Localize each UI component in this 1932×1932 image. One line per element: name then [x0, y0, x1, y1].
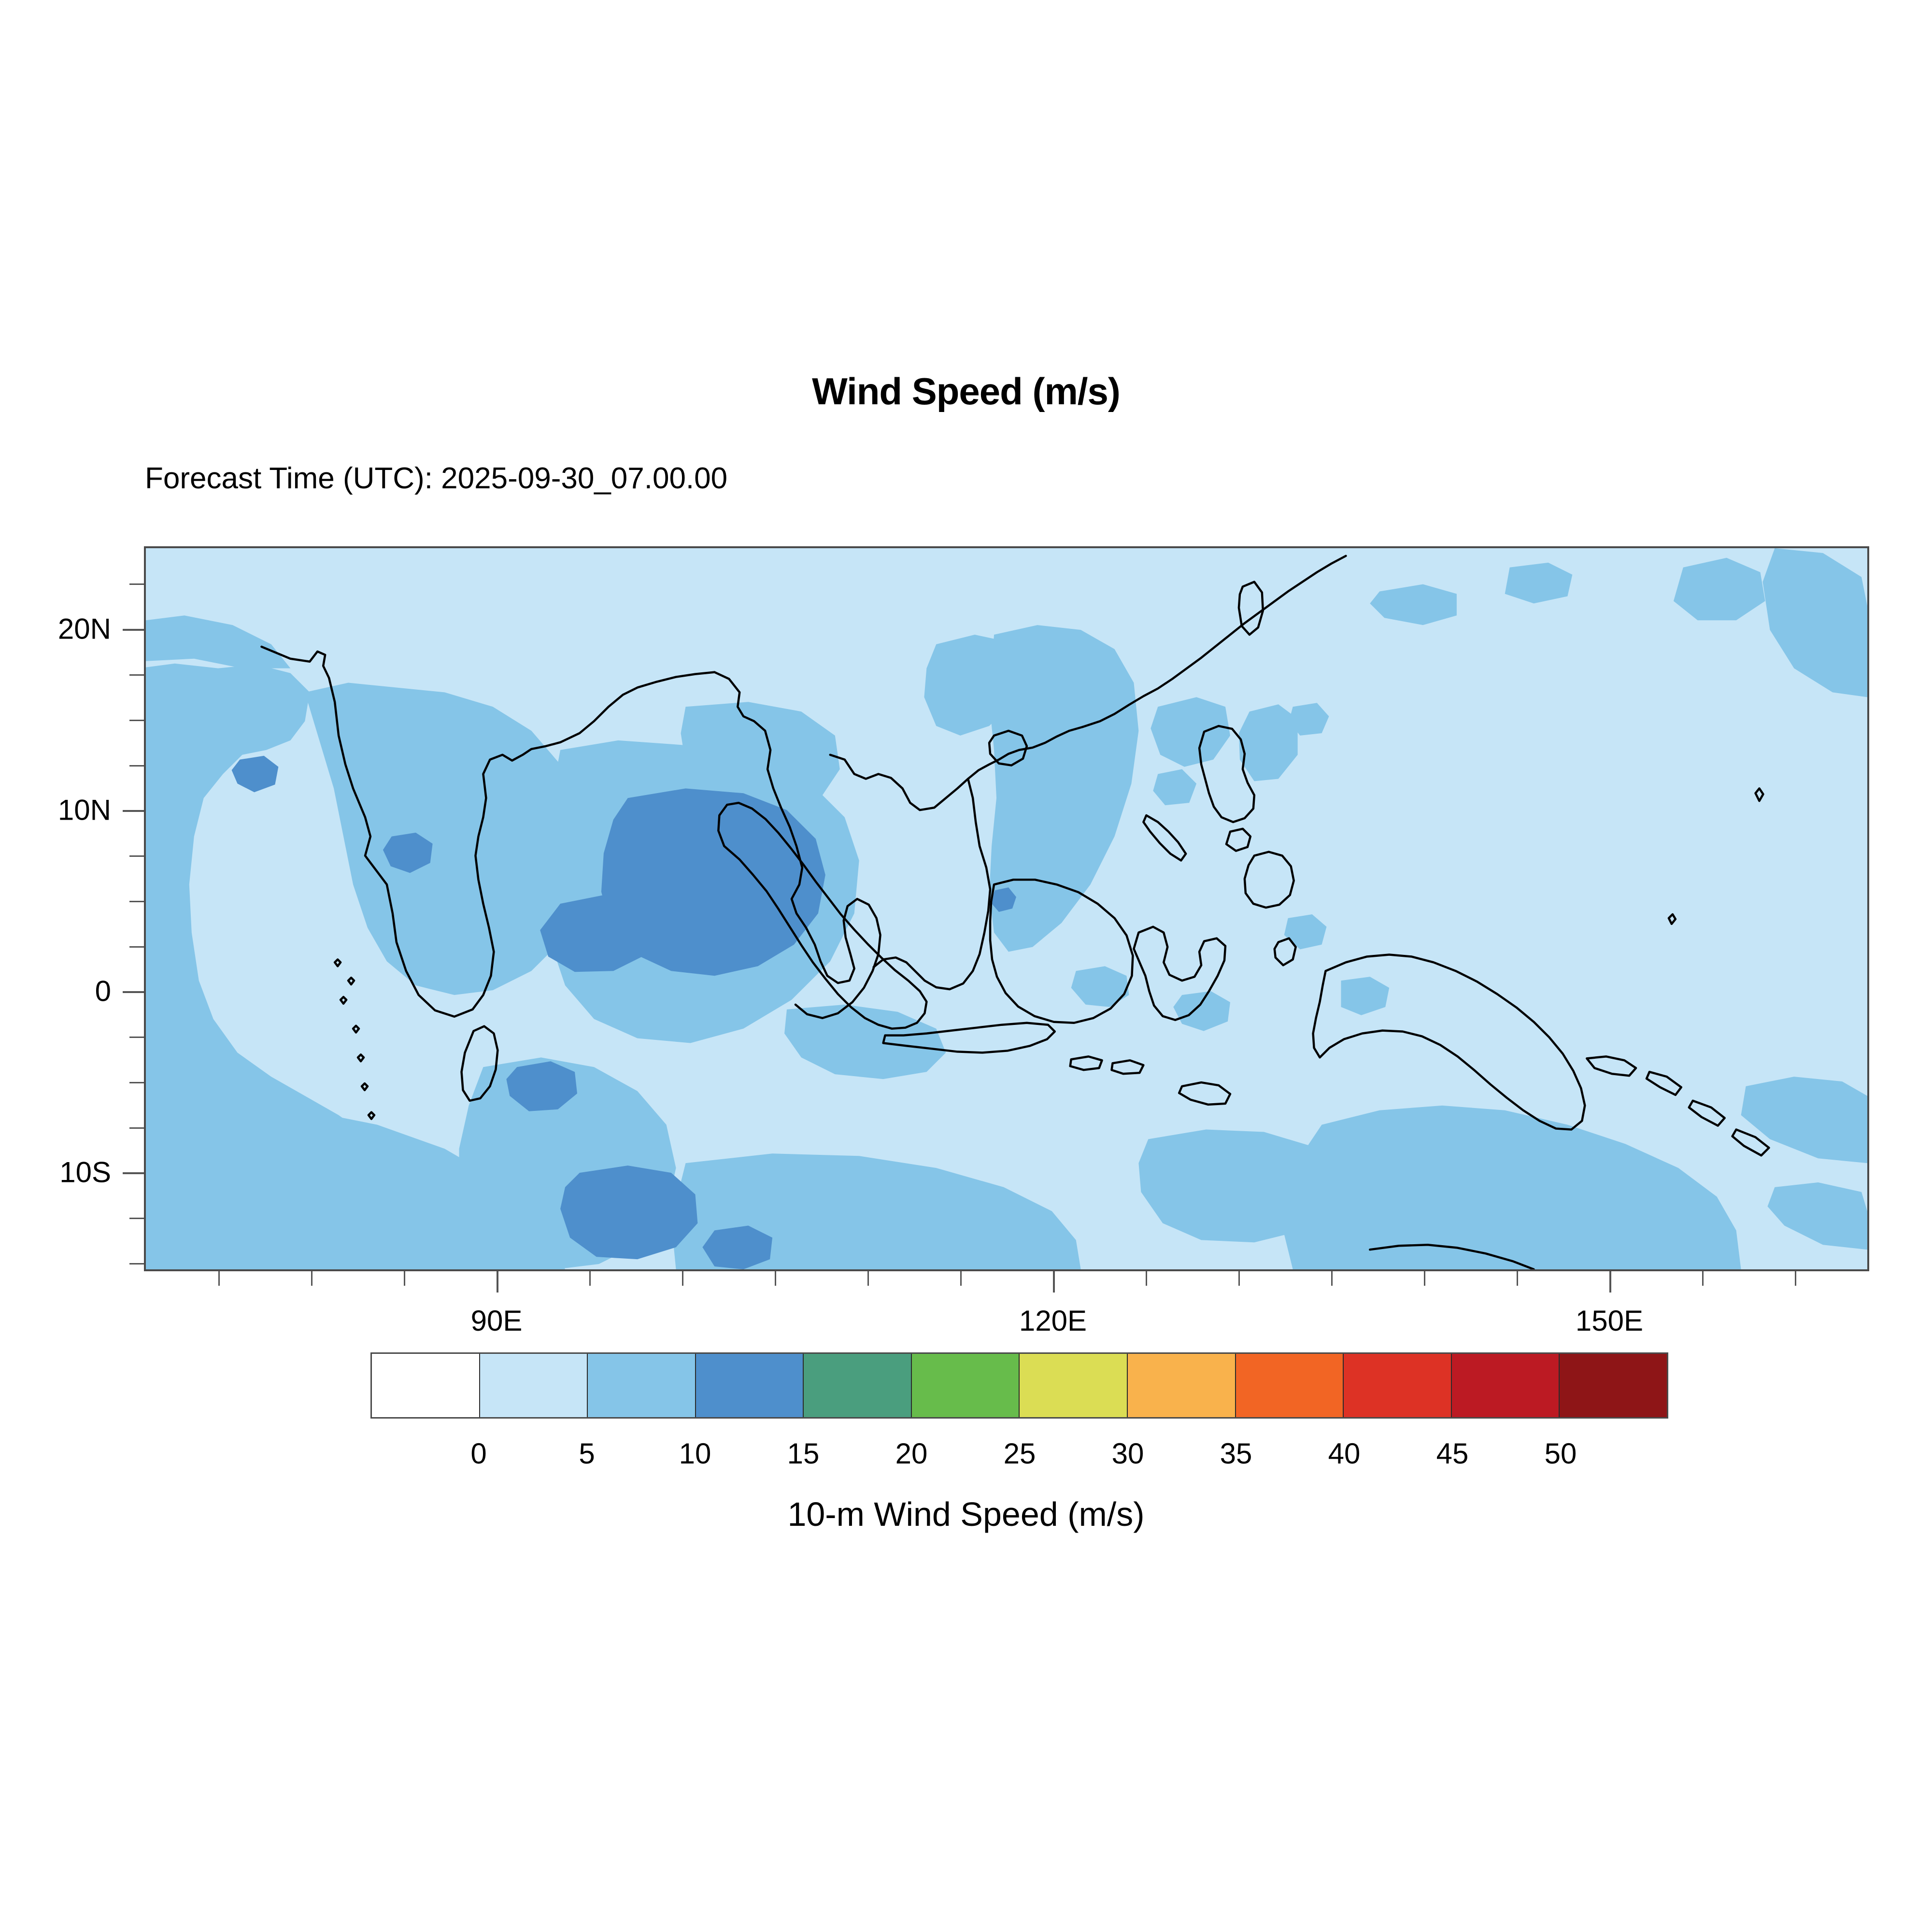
x-minor-tick	[960, 1271, 962, 1286]
y-minor-tick	[129, 1218, 144, 1219]
y-axis-label-10n: 10N	[57, 794, 111, 826]
y-tick-10s	[123, 1172, 144, 1174]
forecast-time-subtitle: Forecast Time (UTC): 2025-09-30_07.00.00	[145, 462, 728, 495]
colorbar-segment	[1236, 1354, 1344, 1417]
colorbar-segment	[804, 1354, 912, 1417]
colorbar-tick-20: 20	[895, 1437, 928, 1470]
y-tick-0	[123, 991, 144, 993]
colorbar-axis-label: 10-m Wind Speed (m/s)	[787, 1495, 1145, 1533]
colorbar-segment	[1344, 1354, 1452, 1417]
colorbar-tick-25: 25	[1003, 1437, 1036, 1470]
x-minor-tick	[1331, 1271, 1333, 1286]
colorbar-tick-50: 50	[1544, 1437, 1577, 1470]
y-minor-tick	[129, 1127, 144, 1129]
colorbar-segment	[480, 1354, 588, 1417]
y-minor-tick	[129, 674, 144, 676]
colorbar-tick-40: 40	[1328, 1437, 1361, 1470]
x-tick-120e	[1053, 1271, 1055, 1293]
y-axis-label-0: 0	[95, 975, 111, 1008]
y-minor-tick	[129, 1037, 144, 1038]
x-minor-tick	[1702, 1271, 1704, 1286]
x-axis-label-150e: 150E	[1575, 1305, 1644, 1337]
y-minor-tick	[129, 855, 144, 857]
x-minor-tick	[1146, 1271, 1147, 1286]
colorbar-segment	[372, 1354, 480, 1417]
x-minor-tick	[1424, 1271, 1425, 1286]
colorbar-tick-10: 10	[679, 1437, 711, 1470]
map-contour-canvas	[146, 548, 1867, 1269]
colorbar-segment	[1560, 1354, 1667, 1417]
y-tick-20n	[123, 629, 144, 631]
x-minor-tick	[867, 1271, 869, 1286]
y-minor-tick	[129, 946, 144, 948]
y-axis-label-20n: 20N	[57, 612, 111, 645]
map-plot-area	[144, 546, 1869, 1271]
y-minor-tick	[129, 720, 144, 721]
x-axis-label-90e: 90E	[470, 1305, 523, 1337]
colorbar-segment	[1451, 1354, 1560, 1417]
colorbar-tick-35: 35	[1220, 1437, 1252, 1470]
x-minor-tick	[775, 1271, 776, 1286]
colorbar-tick-30: 30	[1111, 1437, 1144, 1470]
x-minor-tick	[404, 1271, 405, 1286]
x-minor-tick	[218, 1271, 220, 1286]
x-minor-tick	[1795, 1271, 1796, 1286]
x-minor-tick	[682, 1271, 683, 1286]
y-axis-label-10s: 10S	[59, 1156, 111, 1189]
x-minor-tick	[589, 1271, 591, 1286]
colorbar-segment	[1128, 1354, 1236, 1417]
colorbar-segment	[911, 1354, 1020, 1417]
x-tick-90e	[497, 1271, 498, 1293]
y-tick-10n	[123, 810, 144, 812]
y-minor-tick	[129, 901, 144, 902]
colorbar-tick-45: 45	[1436, 1437, 1469, 1470]
x-axis-label-120e: 120E	[1019, 1305, 1087, 1337]
colorbar-tick-15: 15	[787, 1437, 820, 1470]
page-title: Wind Speed (m/s)	[812, 370, 1121, 412]
x-minor-tick	[311, 1271, 313, 1286]
x-minor-tick	[1517, 1271, 1518, 1286]
x-tick-150e	[1609, 1271, 1611, 1293]
colorbar-segment	[588, 1354, 696, 1417]
y-minor-tick	[129, 583, 144, 585]
colorbar-segment	[1020, 1354, 1128, 1417]
colorbar-tick-0: 0	[470, 1437, 487, 1470]
colorbar-segment	[696, 1354, 804, 1417]
y-minor-tick	[129, 1082, 144, 1083]
colorbar-tick-5: 5	[579, 1437, 595, 1470]
x-minor-tick	[1238, 1271, 1240, 1286]
colorbar	[370, 1352, 1668, 1419]
y-minor-tick	[129, 765, 144, 767]
y-minor-tick	[129, 1263, 144, 1264]
